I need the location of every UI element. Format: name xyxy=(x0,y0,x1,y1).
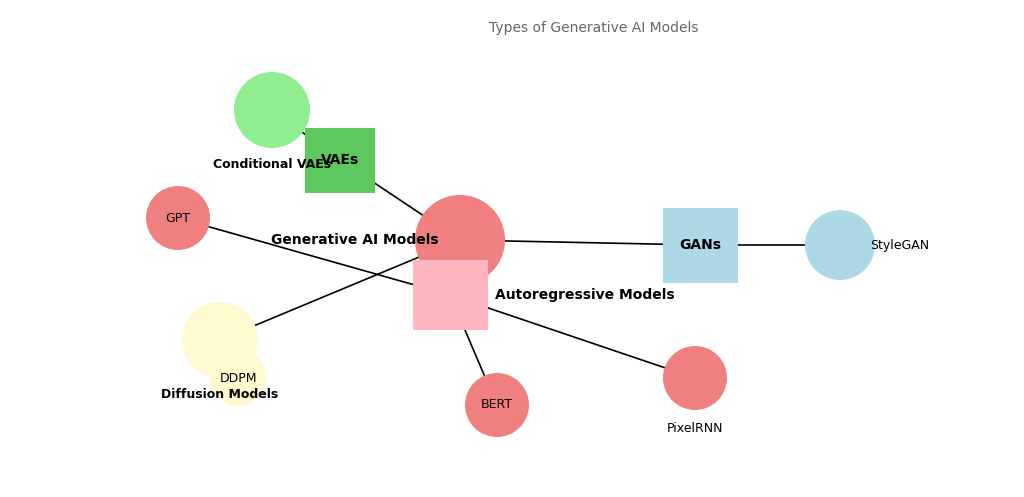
Text: PixelRNN: PixelRNN xyxy=(667,421,723,434)
Text: GPT: GPT xyxy=(166,212,190,225)
Circle shape xyxy=(182,302,258,378)
Circle shape xyxy=(210,350,266,406)
FancyBboxPatch shape xyxy=(413,260,487,330)
Circle shape xyxy=(234,72,310,148)
Text: VAEs: VAEs xyxy=(321,153,359,167)
Text: Types of Generative AI Models: Types of Generative AI Models xyxy=(489,21,698,35)
Circle shape xyxy=(663,346,727,410)
Text: DDPM: DDPM xyxy=(219,371,257,385)
Text: GANs: GANs xyxy=(679,238,721,252)
Text: BERT: BERT xyxy=(481,399,513,412)
Text: Diffusion Models: Diffusion Models xyxy=(162,389,279,402)
FancyBboxPatch shape xyxy=(305,128,375,192)
Circle shape xyxy=(415,195,505,285)
Circle shape xyxy=(146,186,210,250)
Text: Conditional VAEs: Conditional VAEs xyxy=(213,159,331,171)
Circle shape xyxy=(805,210,874,280)
Text: Autoregressive Models: Autoregressive Models xyxy=(496,288,675,302)
Text: StyleGAN: StyleGAN xyxy=(870,239,930,251)
Circle shape xyxy=(465,373,529,437)
FancyBboxPatch shape xyxy=(663,208,737,282)
Text: Generative AI Models: Generative AI Models xyxy=(271,233,439,247)
